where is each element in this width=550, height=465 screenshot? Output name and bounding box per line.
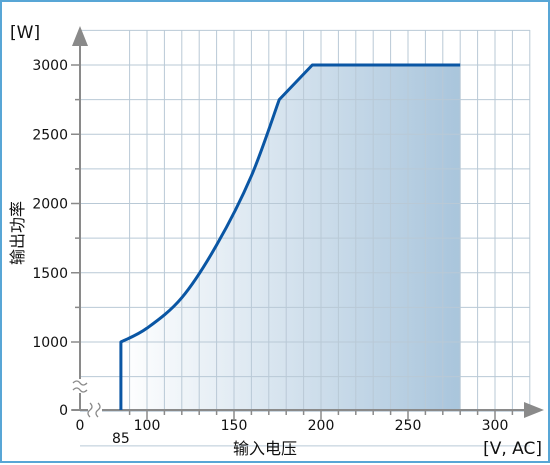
x-tick-label: 200 [308,418,335,434]
y-tick-label: 3000 [32,58,68,74]
x-axis-title: 输入电压 [233,439,297,458]
x-tick-label: 85 [112,431,130,447]
series-line [119,63,461,410]
x-tick-label: 0 [76,418,85,434]
x-axis-arrow [524,402,544,418]
series-area-fill [120,65,461,410]
chart-panel: 0 1000 1500 2000 2500 3000 0 85 100 150 200 250 300 [… [2,2,548,461]
x-axis-break-mark [87,402,93,418]
y-axis-break-mark [72,380,88,386]
x-axis-break-mark [95,402,101,418]
y-axis-arrow [72,26,88,46]
y-axis-title: 输出功率 [8,201,27,265]
y-tick-label: 1500 [32,266,68,282]
x-unit-label: [V, AC] [483,439,542,459]
x-tick-label: 300 [482,418,509,434]
x-tick-label: 250 [395,418,422,434]
y-tick-label: 2500 [32,127,68,143]
x-tick-label: 150 [221,418,248,434]
y-tick-label: 0 [59,403,68,419]
y-tick-label: 1000 [32,335,68,351]
x-tick-label: 100 [134,418,161,434]
y-tick-label: 2000 [32,197,68,213]
y-axis-break-gap [72,379,88,393]
y-axis-break-mark [72,387,88,393]
y-unit-label: [W] [10,23,40,43]
